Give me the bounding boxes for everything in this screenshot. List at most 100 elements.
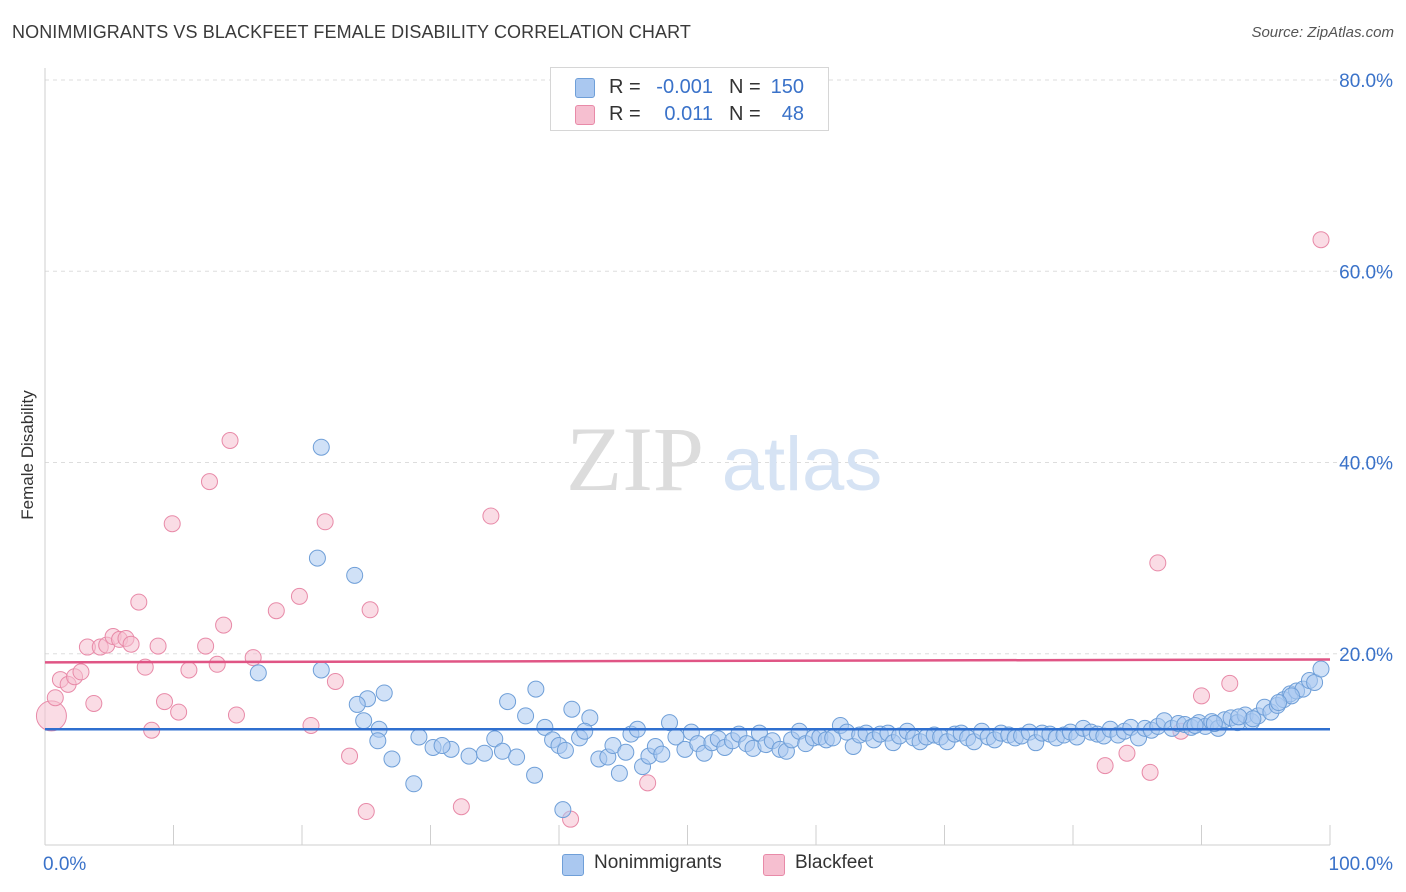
watermark-zip: ZIP bbox=[566, 408, 704, 510]
legend-swatch-pink bbox=[575, 105, 595, 125]
blackfeet-point bbox=[1312, 231, 1330, 249]
nonimmigrants-point bbox=[527, 680, 545, 698]
legend-row-blackfeet: R = 0.011 N = 48 bbox=[551, 101, 828, 127]
blackfeet-point bbox=[170, 703, 188, 721]
series-swatch-blue bbox=[562, 854, 584, 876]
nonimmigrants-point bbox=[526, 766, 544, 784]
blackfeet-point bbox=[639, 774, 657, 792]
blackfeet-point bbox=[361, 601, 379, 619]
blackfeet-point bbox=[208, 655, 226, 673]
nonimmigrants-point bbox=[249, 664, 267, 682]
blackfeet-point bbox=[341, 747, 359, 765]
nonimmigrants-point bbox=[369, 732, 387, 750]
nonimmigrants-point bbox=[1205, 715, 1223, 733]
nonimmigrants-point bbox=[493, 742, 511, 760]
x-tick-label-end: 100.0% bbox=[1329, 854, 1394, 875]
nonimmigrants-point bbox=[475, 744, 493, 762]
series-label-nonimmigrants: Nonimmigrants bbox=[594, 852, 722, 873]
nonimmigrants-point bbox=[312, 661, 330, 679]
blackfeet-point bbox=[357, 803, 375, 821]
nonimmigrants-point bbox=[517, 707, 535, 725]
nonimmigrants-point bbox=[661, 714, 679, 732]
legend-r-label: R = bbox=[609, 76, 641, 98]
blackfeet-point bbox=[200, 473, 218, 491]
blackfeet-point bbox=[149, 637, 167, 655]
legend-r-value: -0.001 bbox=[656, 76, 713, 98]
blackfeet-point bbox=[197, 637, 215, 655]
nonimmigrants-point bbox=[1270, 694, 1288, 712]
blackfeet-point bbox=[163, 515, 181, 533]
correlation-legend: R = -0.001 N = 150 R = 0.011 N = 48 bbox=[550, 67, 829, 131]
nonimmigrants-point bbox=[312, 438, 330, 456]
nonimmigrants-point bbox=[460, 747, 478, 765]
nonimmigrants-point bbox=[499, 693, 517, 711]
y-axis-label: Female Disability bbox=[18, 390, 37, 520]
nonimmigrants-point bbox=[653, 745, 671, 763]
blackfeet-point bbox=[85, 694, 103, 712]
blackfeet-point bbox=[130, 593, 148, 611]
blackfeet-point bbox=[452, 798, 470, 816]
y-tick-label: 80.0% bbox=[1339, 71, 1393, 92]
source-credit: Source: ZipAtlas.com bbox=[1251, 24, 1394, 41]
blackfeet-point bbox=[267, 602, 285, 620]
blackfeet-point bbox=[1118, 744, 1136, 762]
tick-labels: 20.0% 40.0% 60.0% 80.0% 0.0% 100.0% bbox=[43, 71, 1393, 875]
nonimmigrants-point bbox=[405, 775, 423, 793]
blackfeet-point bbox=[316, 513, 334, 531]
nonimmigrants-point bbox=[1230, 708, 1248, 726]
blackfeet-point bbox=[227, 706, 245, 724]
blackfeet-point bbox=[72, 663, 90, 681]
legend-swatch-blue bbox=[575, 78, 595, 98]
nonimmigrants-point bbox=[486, 730, 504, 748]
blackfeet-point bbox=[1221, 674, 1239, 692]
blackfeet-point bbox=[221, 432, 239, 450]
legend-n-label: N = bbox=[729, 103, 761, 125]
legend-n-value: 48 bbox=[781, 103, 804, 125]
nonimmigrants-point bbox=[383, 750, 401, 768]
nonimmigrants-point bbox=[1312, 660, 1330, 678]
blackfeet-point bbox=[302, 716, 320, 734]
nonimmigrants-point bbox=[610, 764, 628, 782]
blackfeet-point bbox=[244, 649, 262, 667]
axes bbox=[44, 68, 1331, 846]
series-label-blackfeet: Blackfeet bbox=[795, 852, 874, 873]
nonimmigrants-point bbox=[308, 549, 326, 567]
watermark: ZIP atlas bbox=[566, 408, 882, 510]
nonimmigrants-point bbox=[355, 712, 373, 730]
blackfeet-point bbox=[326, 672, 344, 690]
blackfeet-point bbox=[215, 616, 233, 634]
legend-n-value: 150 bbox=[770, 76, 804, 98]
series-swatch-pink bbox=[763, 854, 785, 876]
gridlines bbox=[45, 79, 1392, 655]
nonimmigrants-point bbox=[348, 695, 366, 713]
nonimmigrants-point bbox=[346, 566, 364, 584]
blackfeet-trend-line bbox=[44, 658, 1331, 664]
blackfeet-point bbox=[35, 700, 67, 732]
blackfeet-point bbox=[122, 635, 140, 653]
nonimmigrants-point bbox=[1186, 716, 1204, 734]
legend-n-label: N = bbox=[729, 76, 761, 98]
nonimmigrants-point bbox=[433, 737, 451, 755]
nonimmigrants-point bbox=[556, 741, 574, 759]
nonimmigrants-point bbox=[576, 722, 594, 740]
blackfeet-point bbox=[156, 693, 174, 711]
nonimmigrants-point bbox=[410, 728, 428, 746]
nonimmigrants-point bbox=[554, 801, 572, 819]
nonimmigrants-point bbox=[375, 684, 393, 702]
blackfeet-point bbox=[290, 587, 308, 605]
nonimmigrants-point bbox=[617, 743, 635, 761]
y-tick-label: 20.0% bbox=[1339, 645, 1393, 666]
nonimmigrants-point bbox=[1244, 710, 1262, 728]
blackfeet-point bbox=[46, 689, 64, 707]
watermark-atlas: atlas bbox=[722, 422, 883, 507]
blackfeet-point bbox=[482, 507, 500, 525]
nonimmigrants-point bbox=[508, 748, 526, 766]
chart-title: NONIMMIGRANTS VS BLACKFEET FEMALE DISABI… bbox=[12, 22, 691, 42]
blackfeet-point bbox=[1096, 757, 1114, 775]
y-tick-label: 60.0% bbox=[1339, 262, 1393, 283]
legend-r-label: R = bbox=[609, 103, 641, 125]
y-tick-label: 40.0% bbox=[1339, 454, 1393, 475]
blackfeet-point bbox=[1141, 763, 1159, 781]
x-tick-label-start: 0.0% bbox=[43, 854, 86, 875]
